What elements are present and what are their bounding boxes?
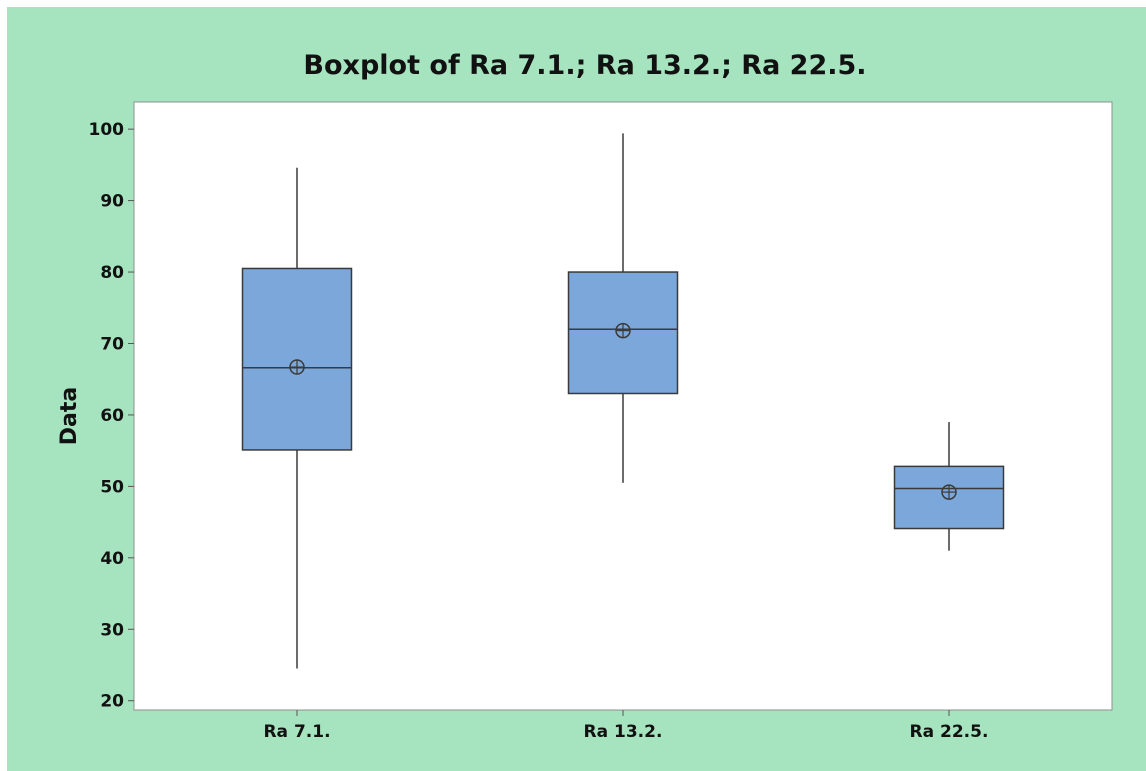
y-axis-label: Data [57, 387, 82, 445]
x-axis: Ra 7.1. Ra 13.2. Ra 22.5. [263, 710, 988, 742]
box [241, 267, 353, 451]
box-group [893, 422, 1005, 551]
box-group [241, 167, 353, 669]
x-tick-label: Ra 7.1. [263, 722, 330, 742]
y-tick-label: 80 [100, 263, 124, 283]
y-tick-label: 50 [100, 477, 124, 497]
y-tick-label: 60 [100, 406, 124, 426]
y-axis: 20 30 40 50 60 70 80 90 100 [89, 120, 134, 712]
box-series [241, 133, 1005, 669]
chart-frame: Boxplot of Ra 7.1.; Ra 13.2.; Ra 22.5. D… [7, 7, 1146, 771]
x-tick-label: Ra 13.2. [584, 722, 663, 742]
y-tick-label: 70 [100, 334, 124, 354]
boxplot-chart: Boxplot of Ra 7.1.; Ra 13.2.; Ra 22.5. D… [57, 50, 1113, 742]
y-tick-label: 40 [100, 549, 124, 569]
y-tick-label: 100 [89, 120, 125, 140]
chart-title: Boxplot of Ra 7.1.; Ra 13.2.; Ra 22.5. [303, 50, 866, 81]
box-group [567, 133, 679, 483]
y-tick-label: 90 [100, 192, 124, 212]
y-tick-label: 30 [100, 620, 124, 640]
x-tick-label: Ra 22.5. [910, 722, 989, 742]
y-tick-label: 20 [100, 692, 124, 712]
